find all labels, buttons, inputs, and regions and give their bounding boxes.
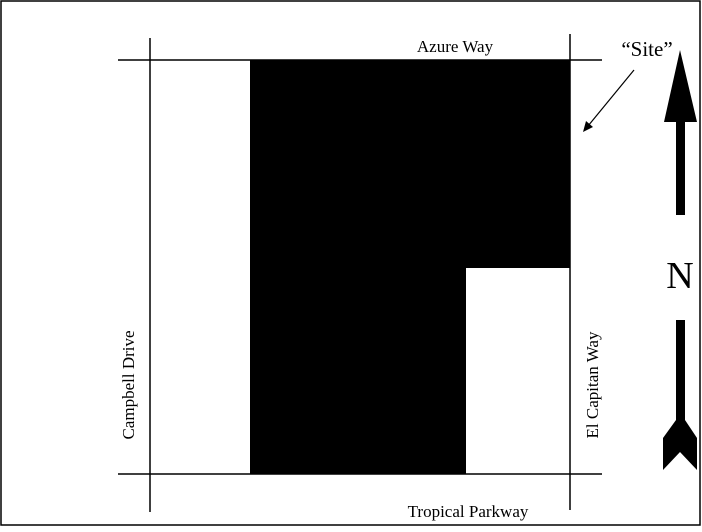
street-label: Tropical Parkway — [408, 502, 529, 521]
north-label: N — [666, 255, 693, 297]
site-label: “Site” — [621, 37, 672, 61]
north-arrow-tail — [663, 320, 697, 470]
site-pointer — [587, 69, 635, 127]
site-pointer-head — [583, 121, 593, 132]
street-label: Campbell Drive — [119, 330, 138, 439]
street-label: El Capitan Way — [583, 331, 602, 438]
street-label: Azure Way — [417, 37, 494, 56]
north-arrow-head — [664, 50, 697, 215]
site-parcel — [250, 60, 570, 474]
